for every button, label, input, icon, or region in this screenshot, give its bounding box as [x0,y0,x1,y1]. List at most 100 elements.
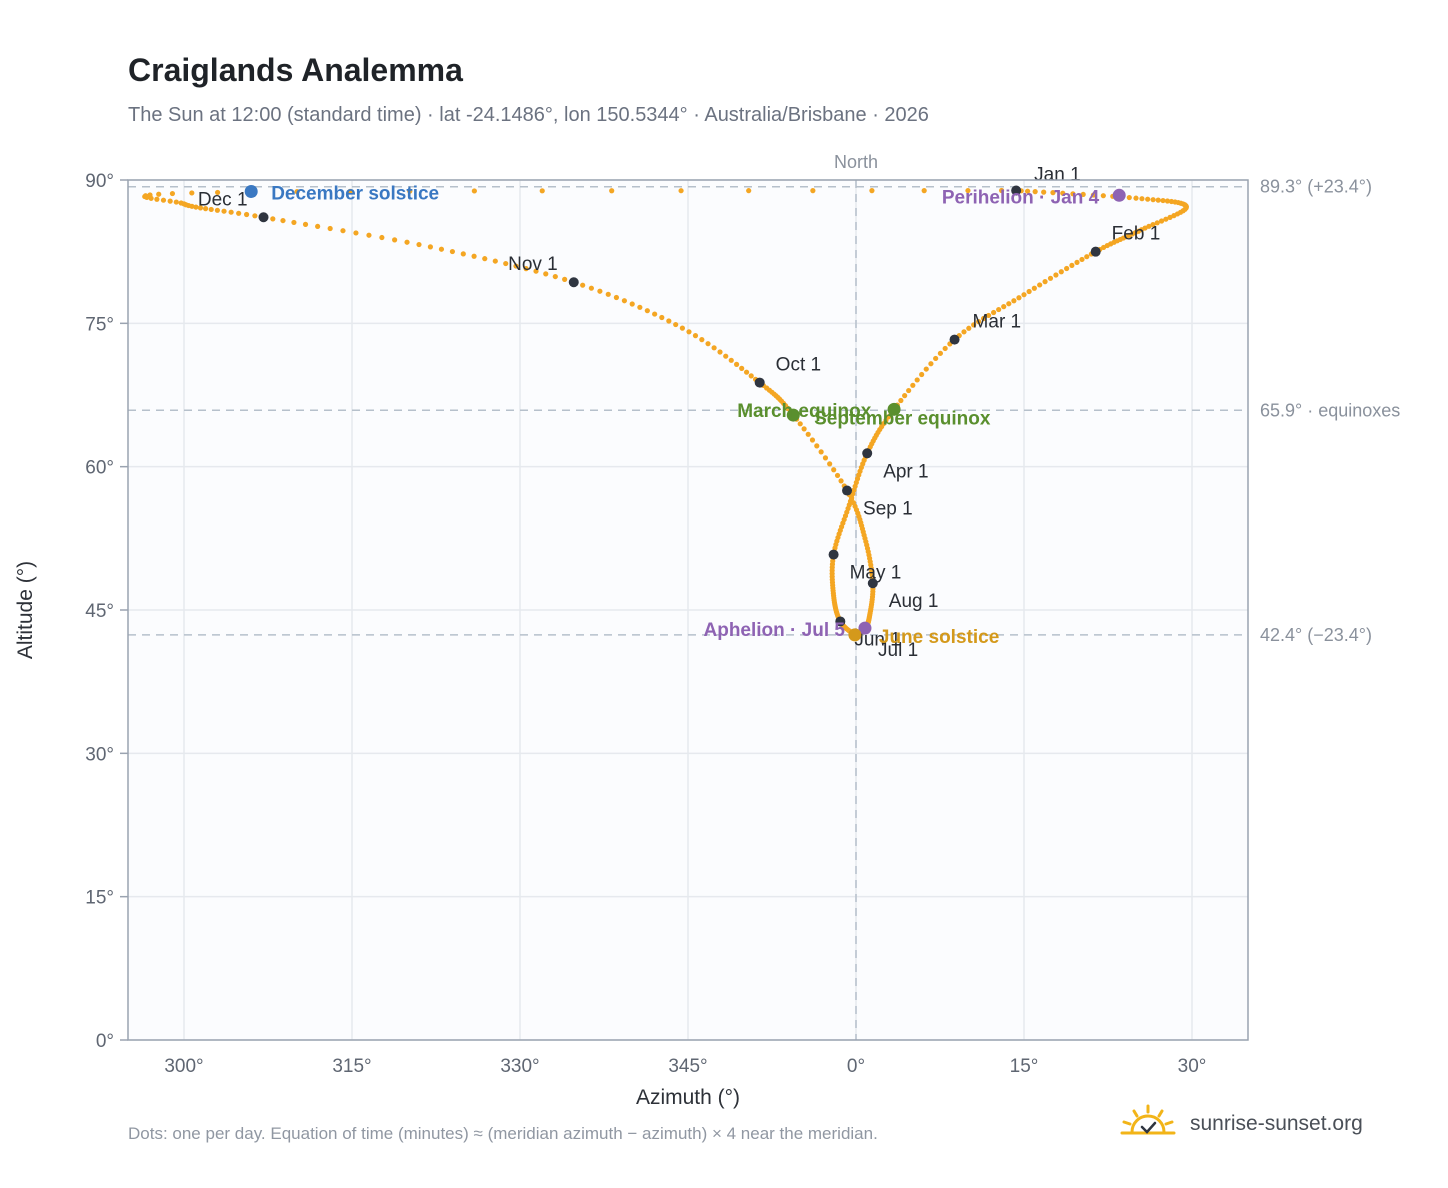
month-label: Apr 1 [883,461,928,482]
daily-dot [985,312,992,319]
daily-dot [999,187,1005,194]
daily-dot [1016,295,1022,301]
daily-dot [221,208,227,214]
daily-dot [588,285,594,291]
daily-dot [971,322,977,328]
daily-dot [1041,189,1047,195]
daily-dot [1047,275,1054,281]
daily-dot [810,188,816,194]
daily-dot [869,188,875,194]
daily-dot [1155,197,1161,203]
y-tick-label: 60° [85,458,114,479]
daily-dot [197,205,204,211]
y-axis-ticks: 0° 15° 30° 45° 60° 75° 90° [85,171,128,1052]
daily-dot [1050,190,1056,196]
daily-dot [208,206,214,213]
daily-dot [392,237,398,243]
daily-dot [838,478,844,484]
daily-dot [252,213,258,219]
daily-dot [215,189,221,196]
daily-dot [492,258,498,264]
month-dot [867,578,878,589]
daily-dot [1084,254,1090,260]
daily-dot [427,244,433,250]
daily-dot [933,355,939,362]
event-dot [848,628,862,642]
daily-dot [471,188,477,194]
daily-dot [156,191,162,197]
y-tick-label: 30° [85,744,114,765]
month-label: Mar 1 [973,312,1022,333]
daily-dot [1158,218,1165,224]
daily-dot [503,260,509,267]
daily-dot [1042,279,1048,285]
event-label: Aphelion · Jul 5 [704,620,846,641]
daily-dot [996,306,1002,313]
daily-dot [404,239,410,245]
x-tick-label: 315° [332,1056,371,1077]
daily-dot [1011,298,1017,304]
page-subtitle: The Sun at 12:00 (standard time) · lat -… [128,104,929,126]
daily-dot [966,325,972,331]
daily-dot [523,266,529,272]
meridian-label: North [834,152,878,172]
daily-dot [679,325,686,331]
daily-dot [818,449,824,455]
daily-dot [228,209,234,215]
daily-dot [1060,190,1066,196]
daily-dot [965,187,971,194]
daily-dot [902,393,908,399]
daily-dot [834,472,841,479]
daily-dot [692,333,699,339]
month-dot [842,485,853,496]
daily-dot [214,207,220,213]
meridian: North [834,152,878,1040]
y-tick-label: 45° [85,601,114,622]
brand[interactable]: sunrise-sunset.org [1120,1102,1390,1148]
daily-dot [539,188,545,194]
daily-dot [711,345,717,351]
event-label: September equinox [814,408,991,429]
month-label: Dec 1 [198,189,248,210]
daily-dot [827,461,833,467]
daily-dot [482,256,488,262]
daily-dot [460,251,466,257]
page-title: Craiglands Analemma [128,52,463,88]
daily-dot [928,361,934,367]
month-dot [568,277,579,288]
daily-dot [1069,262,1075,268]
daily-dot [739,365,745,371]
daily-dot [1080,191,1086,198]
daily-dot [686,329,692,335]
daily-dot [543,271,549,277]
x-tick-label: 345° [668,1056,707,1077]
daily-dot [822,455,829,461]
daily-dot [659,314,665,321]
month-label: Sep 1 [863,499,913,520]
daily-dot [848,496,855,502]
daily-dot [1001,304,1007,310]
daily-dot [1024,188,1031,194]
daily-dot [910,382,916,388]
brand-name: sunrise-sunset.org [1190,1112,1363,1135]
daily-dot [236,210,242,216]
footnote: Dots: one per day. Equation of time (min… [128,1124,878,1143]
daily-dot [699,337,705,343]
event-label: Perihelion · Jan 4 [942,187,1100,208]
daily-dot [652,311,658,317]
daily-dot [597,288,603,294]
daily-dot [1026,288,1032,295]
month-dot [835,616,846,627]
y-axis-label: Altitude (°) [14,561,37,659]
month-label: Jun 1 [854,629,900,650]
month-label: Feb 1 [1112,224,1161,245]
daily-dot [805,431,811,437]
daily-dot [533,268,539,274]
daily-dot [1006,301,1012,307]
daily-dot [379,234,385,241]
daily-dot [1133,195,1139,201]
daily-dot [728,357,734,363]
daily-dot [347,188,353,194]
daily-dot [280,217,286,224]
event-dot [887,402,901,416]
